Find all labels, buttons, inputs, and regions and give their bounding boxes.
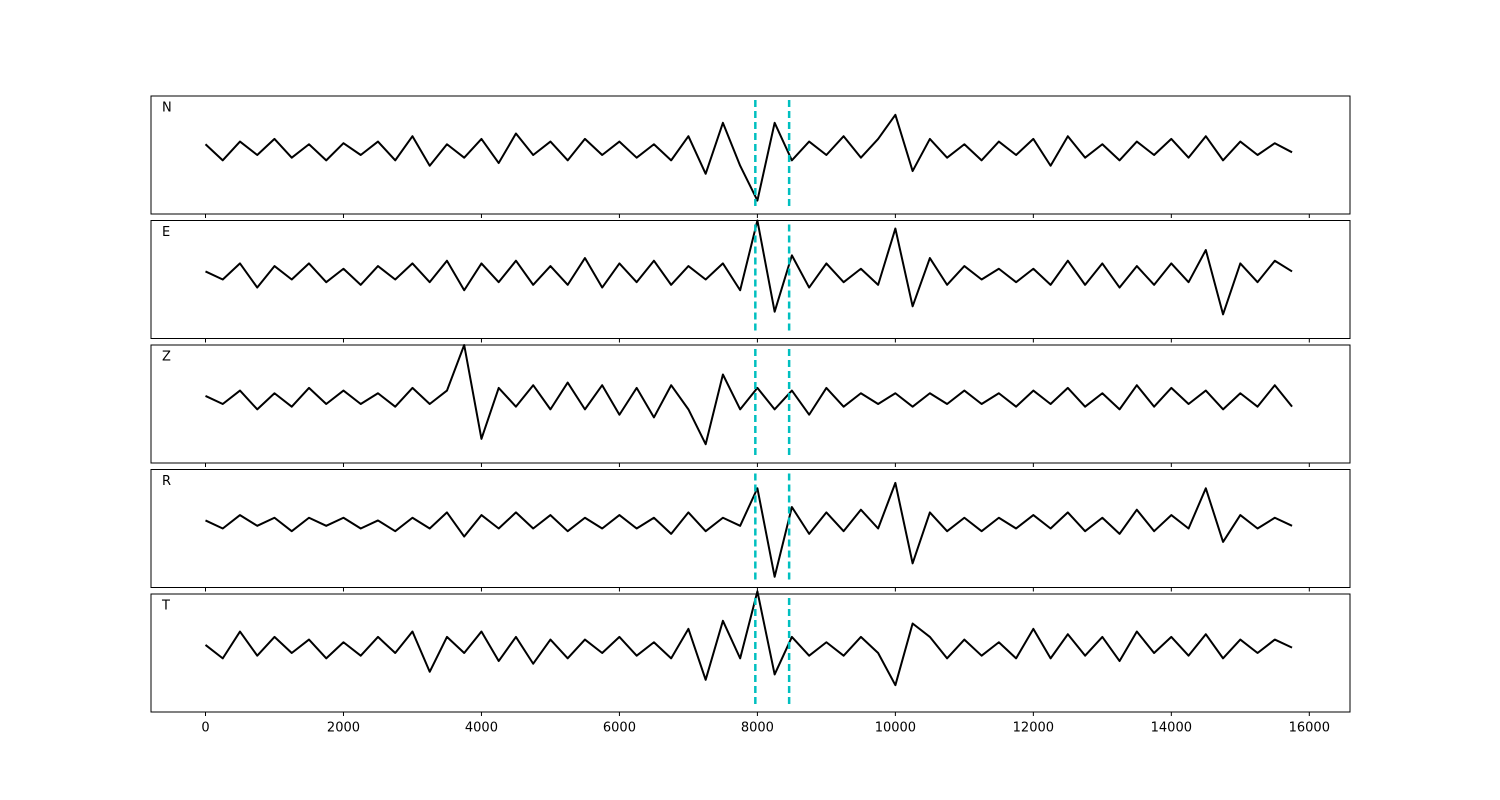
x-tick-label: 6000	[603, 721, 636, 736]
x-tick-label: 10000	[875, 721, 916, 736]
trace	[205, 344, 1293, 446]
panel-label: R	[162, 474, 171, 489]
x-tick-label: 0	[201, 721, 209, 736]
panel-frame	[150, 95, 1351, 215]
panel-label: E	[162, 225, 170, 240]
x-tick-label: 12000	[1013, 721, 1054, 736]
panel-frame	[150, 344, 1351, 464]
panel-label: T	[161, 599, 170, 614]
trace	[204, 113, 1293, 202]
panel-frame	[150, 220, 1351, 339]
x-tick-label: 2000	[327, 721, 360, 736]
panel-frame	[150, 469, 1351, 588]
panel-label: Z	[162, 350, 171, 365]
x-tick-label: 8000	[741, 721, 774, 736]
x-tick-label: 16000	[1289, 721, 1330, 736]
trace	[204, 590, 1293, 687]
x-tick-label: 4000	[465, 721, 498, 736]
panel-label: N	[162, 101, 172, 116]
x-tick-label: 14000	[1151, 721, 1192, 736]
trace	[205, 481, 1293, 578]
trace	[205, 219, 1293, 316]
panel-frame	[150, 593, 1351, 713]
